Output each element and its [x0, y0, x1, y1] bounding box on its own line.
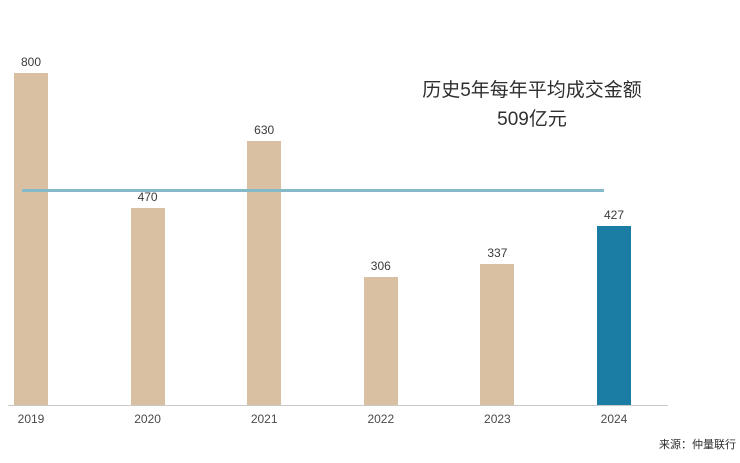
bar-group-2021: 630 [241, 55, 287, 405]
bar-group-2024: 427 [591, 55, 637, 405]
bar-value-label-2021: 630 [254, 123, 275, 137]
x-tick-2019: 2019 [17, 412, 45, 426]
average-line [22, 189, 604, 192]
x-tick-2023: 2023 [484, 412, 511, 426]
average-annotation: 历史5年每年平均成交金额 509亿元 [378, 76, 686, 135]
x-tick-2024: 2024 [600, 412, 628, 426]
bar-value-label-2024: 427 [603, 208, 625, 222]
bar-group-2022: 306 [358, 55, 404, 405]
x-tick-2020: 2020 [134, 412, 161, 426]
bar-2022 [363, 277, 398, 405]
bar-2020 [130, 208, 165, 405]
bar-2021 [247, 141, 282, 405]
bar-group-2020: 470 [125, 55, 171, 405]
source-label: 来源：仲量联行 [659, 439, 736, 451]
bar-value-label-2023: 337 [487, 246, 508, 260]
bar-2024 [597, 226, 631, 405]
bar-group-2023: 337 [474, 55, 520, 405]
x-tick-2021: 2021 [250, 412, 278, 426]
annotation-line1: 历史5年每年平均成交金额 [422, 80, 642, 101]
bar-group-2019: 800 [8, 55, 54, 405]
bar-2023 [480, 264, 515, 405]
x-tick-2022: 2022 [367, 412, 395, 426]
plot-area: 800 470 630 306 337 427 [8, 55, 668, 406]
bar-value-label-2019: 800 [20, 55, 42, 69]
annotation-line2: 509亿元 [497, 109, 567, 131]
bar-value-label-2022: 306 [370, 259, 391, 273]
x-axis-labels: 2019 2020 2021 2022 2023 2024 [0, 412, 740, 432]
bar-value-label-2020: 470 [137, 190, 158, 204]
bar-2019 [14, 73, 48, 405]
